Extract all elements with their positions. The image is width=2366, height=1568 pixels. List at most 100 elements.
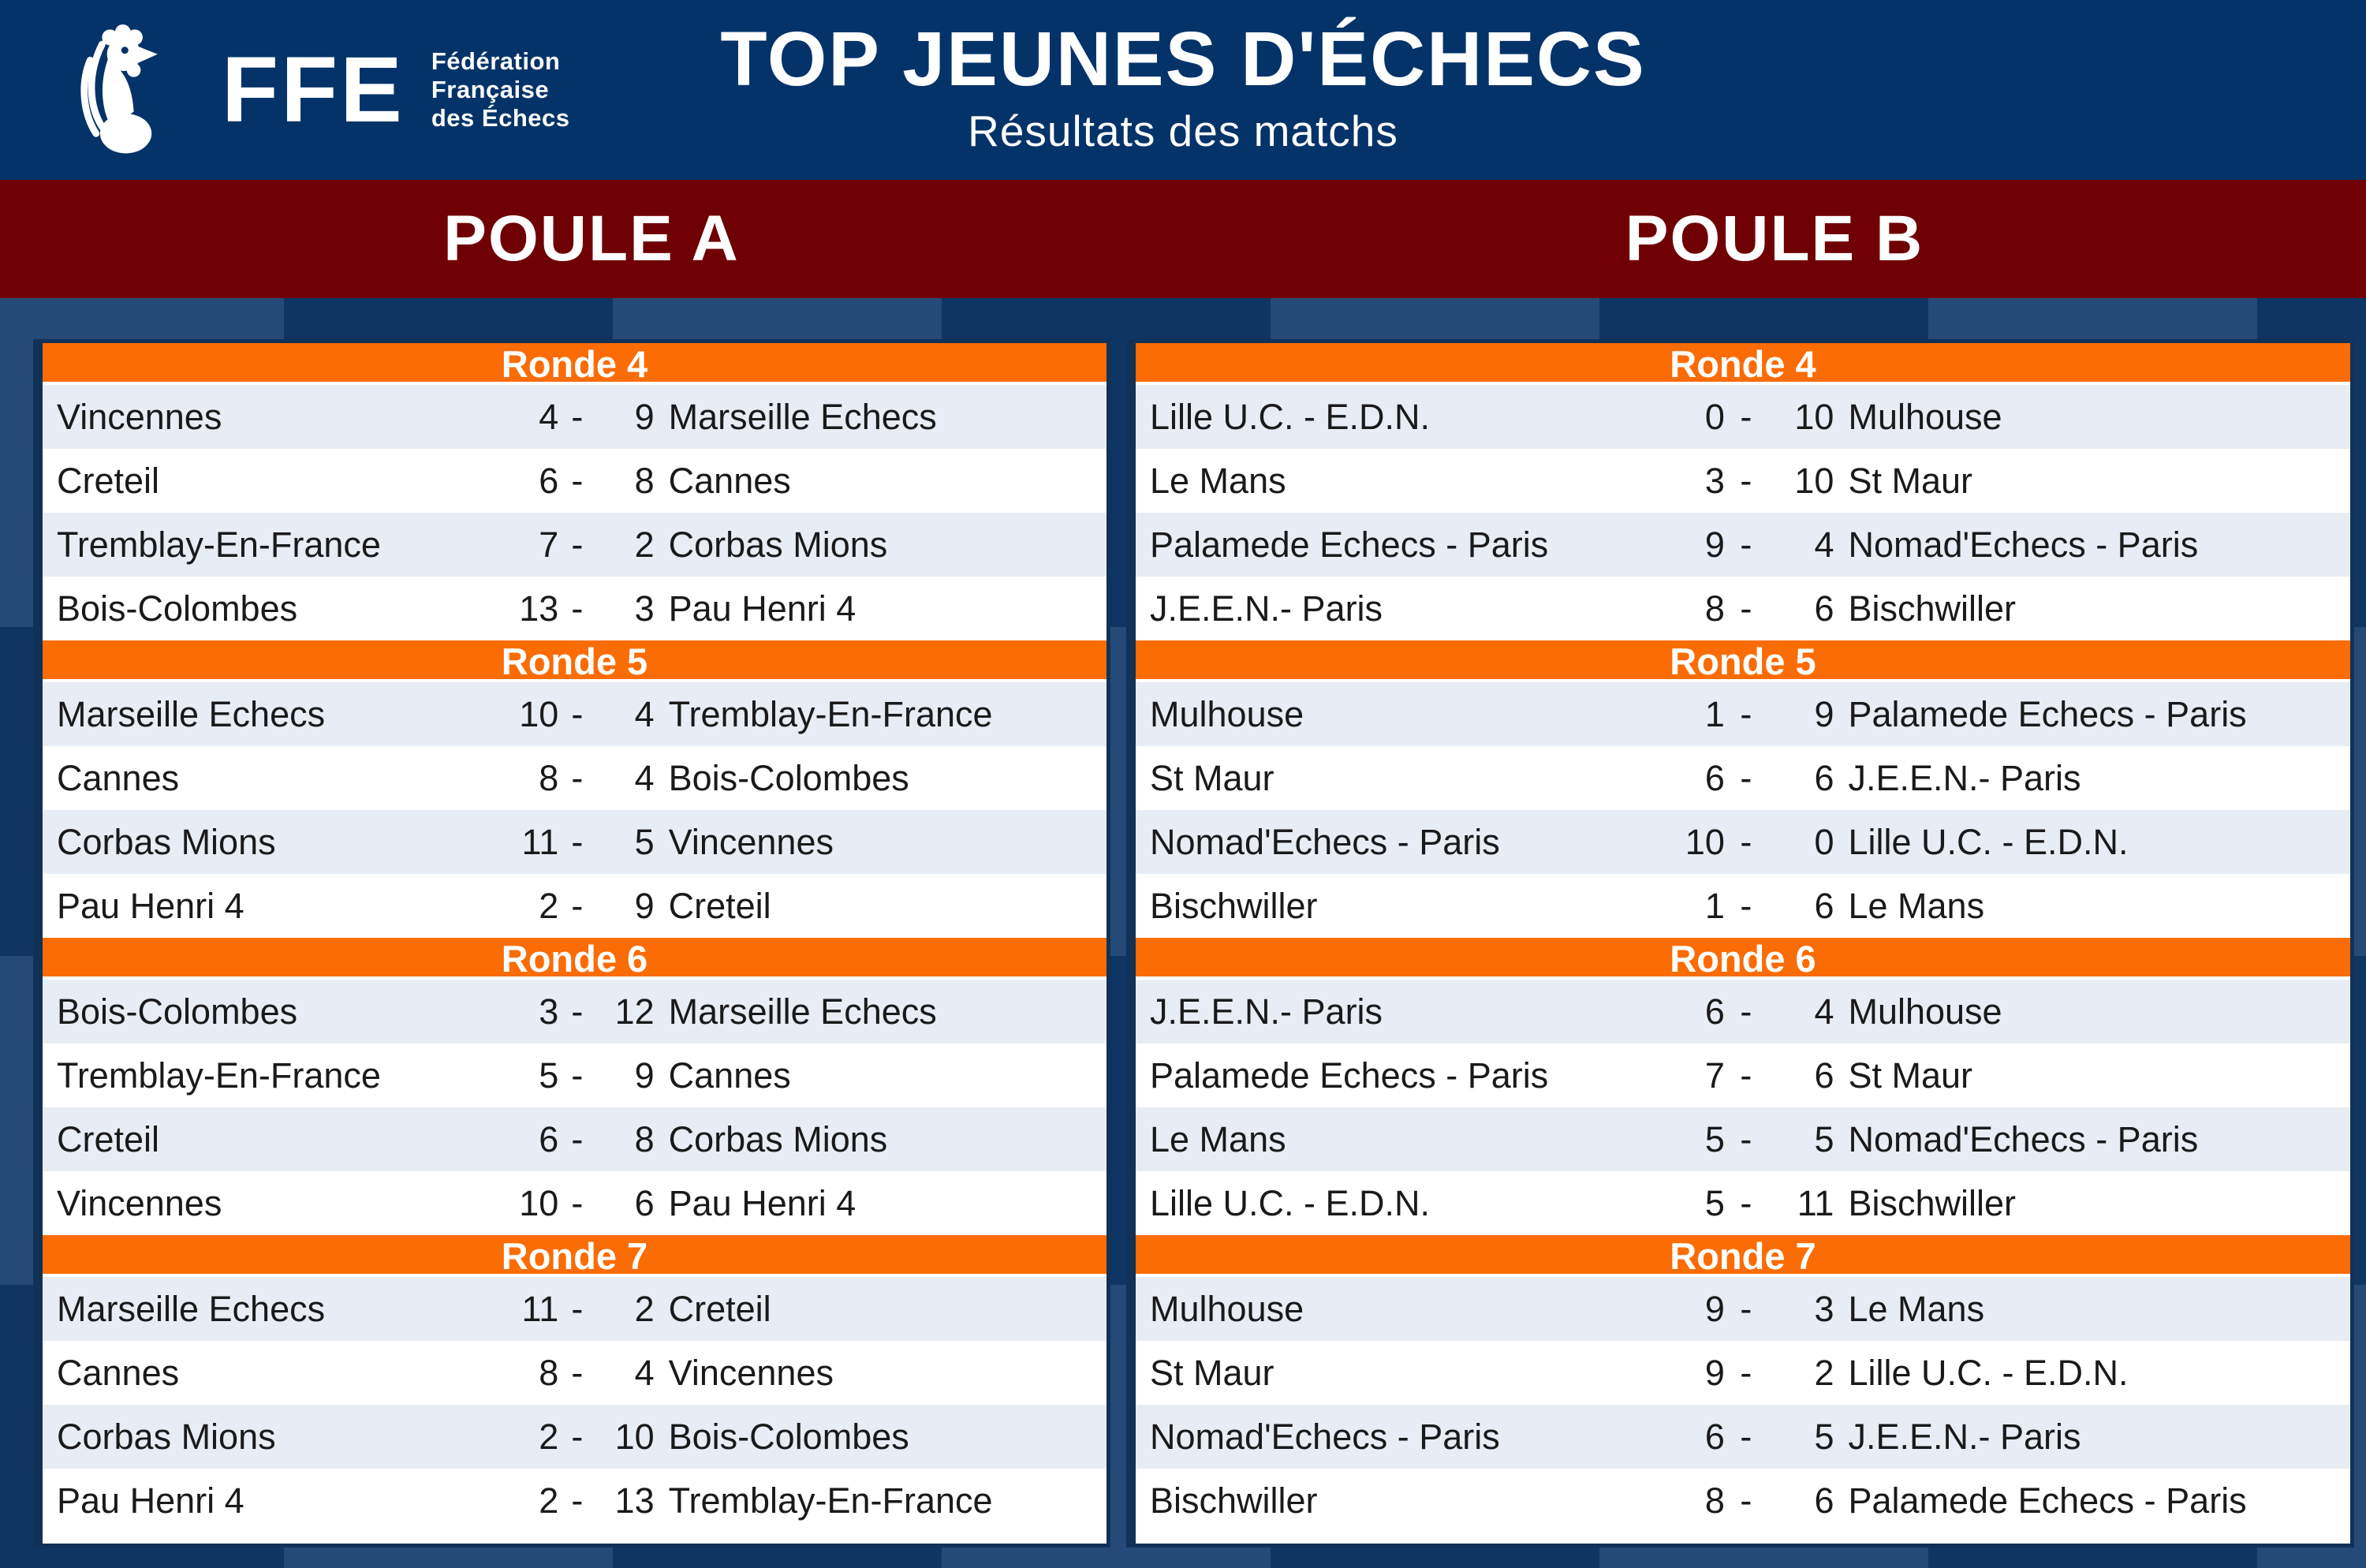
page-title: TOP JEUNES D'ÉCHECS (720, 16, 1646, 103)
round-header: Ronde 4 (43, 343, 1106, 385)
home-team: Bischwiller (1150, 1480, 1318, 1521)
home-score: 6 (1704, 1416, 1725, 1457)
home-team: Cannes (57, 1352, 180, 1393)
score-dash: - (1740, 1055, 1752, 1096)
away-team: Corbas Mions (668, 524, 888, 565)
match-row: Bois-Colombes 3 - 12 Marseille Echecs (43, 980, 1106, 1043)
match-row: Bischwiller 1 - 6 Le Mans (1136, 874, 2350, 938)
match-row: Cannes 8 - 4 Bois-Colombes (43, 746, 1106, 810)
away-score: 10 (614, 1416, 655, 1457)
match-row: Le Mans 3 - 10 St Maur (1136, 449, 2350, 513)
round-section: Ronde 7 Mulhouse 9 - 3 Le Mans St Maur 9… (1136, 1235, 2350, 1533)
org-line-3: des Échecs (431, 103, 570, 132)
match-row: Marseille Echecs 11 - 2 Creteil (43, 1277, 1106, 1341)
score-dash: - (1740, 1118, 1752, 1159)
score-dash: - (1740, 1416, 1752, 1457)
home-score: 9 (1704, 1352, 1725, 1393)
score-dash: - (571, 588, 584, 629)
away-score: 4 (634, 693, 655, 734)
header-bar: FFE Fédération Française des Échecs TOP … (0, 0, 2366, 180)
round-header: Ronde 6 (43, 938, 1106, 980)
results-tables: Ronde 4 Vincennes 4 - 9 Marseille Echecs… (0, 298, 2366, 1547)
away-score: 3 (634, 588, 655, 629)
away-team: Palamede Echecs - Paris (1848, 1480, 2247, 1521)
away-team: Marseille Echecs (668, 396, 937, 437)
round-section: Ronde 4 Vincennes 4 - 9 Marseille Echecs… (43, 343, 1106, 640)
away-team: Cannes (668, 1055, 791, 1096)
away-team: Pau Henri 4 (668, 588, 856, 629)
poule-b-label: POULE B (1625, 203, 1924, 274)
round-section: Ronde 7 Marseille Echecs 11 - 2 Creteil … (43, 1235, 1106, 1533)
home-score: 1 (1704, 693, 1725, 734)
score-dash: - (571, 1118, 584, 1159)
home-team: Lille U.C. - E.D.N. (1150, 396, 1431, 437)
away-team: Lille U.C. - E.D.N. (1848, 1352, 2129, 1393)
away-team: St Maur (1848, 460, 1973, 501)
round-section: Ronde 6 J.E.E.N.- Paris 6 - 4 Mulhouse P… (1136, 938, 2350, 1235)
away-score: 5 (1814, 1416, 1834, 1457)
home-team: Tremblay-En-France (57, 524, 381, 565)
match-row: J.E.E.N.- Paris 6 - 4 Mulhouse (1136, 980, 2350, 1043)
away-team: Bois-Colombes (668, 757, 909, 798)
away-score: 5 (634, 821, 655, 862)
away-team: Creteil (668, 1288, 771, 1329)
away-team: Vincennes (668, 821, 834, 862)
home-score: 10 (519, 1182, 559, 1223)
home-team: Bischwiller (1150, 885, 1318, 926)
home-team: Cannes (57, 757, 180, 798)
away-score: 4 (1814, 524, 1834, 565)
away-team: Palamede Echecs - Paris (1848, 693, 2247, 734)
ffe-acronym: FFE (222, 38, 405, 142)
away-score: 8 (634, 460, 655, 501)
home-team: Creteil (57, 460, 160, 501)
home-score: 5 (539, 1055, 559, 1096)
home-score: 1 (1704, 885, 1725, 926)
away-team: Bischwiller (1848, 588, 2017, 629)
match-row: Palamede Echecs - Paris 9 - 4 Nomad'Eche… (1136, 513, 2350, 577)
home-team: Bois-Colombes (57, 588, 298, 629)
away-score: 5 (1814, 1118, 1834, 1159)
away-score: 10 (1794, 396, 1834, 437)
score-dash: - (1740, 588, 1752, 629)
round-rows: Vincennes 4 - 9 Marseille Echecs Creteil… (43, 385, 1106, 640)
home-team: St Maur (1150, 1352, 1274, 1393)
away-team: Le Mans (1848, 1288, 1985, 1329)
away-score: 11 (1797, 1182, 1834, 1223)
ffe-logo: FFE Fédération Française des Échecs (49, 21, 569, 159)
rooster-icon (80, 24, 158, 154)
home-score: 7 (1704, 1055, 1725, 1096)
home-score: 10 (519, 693, 559, 734)
match-row: J.E.E.N.- Paris 8 - 6 Bischwiller (1136, 577, 2350, 640)
round-header: Ronde 6 (1136, 938, 2350, 980)
away-score: 6 (1814, 757, 1834, 798)
home-score: 0 (1704, 396, 1725, 437)
score-dash: - (571, 1182, 584, 1223)
match-row: Cannes 8 - 4 Vincennes (43, 1341, 1106, 1405)
home-team: Palamede Echecs - Paris (1150, 524, 1549, 565)
home-team: Tremblay-En-France (57, 1055, 381, 1096)
home-team: Lille U.C. - E.D.N. (1150, 1182, 1431, 1223)
score-dash: - (571, 885, 584, 926)
home-team: Nomad'Echecs - Paris (1150, 1416, 1500, 1457)
away-score: 6 (1814, 1480, 1834, 1521)
home-score: 6 (1704, 991, 1725, 1032)
match-row: St Maur 9 - 2 Lille U.C. - E.D.N. (1136, 1341, 2350, 1405)
away-team: Creteil (668, 885, 771, 926)
home-team: Palamede Echecs - Paris (1150, 1055, 1549, 1096)
away-team: Pau Henri 4 (668, 1182, 856, 1223)
home-team: Bois-Colombes (57, 991, 298, 1032)
match-row: Nomad'Echecs - Paris 6 - 5 J.E.E.N.- Par… (1136, 1405, 2350, 1469)
home-team: Pau Henri 4 (57, 1480, 244, 1521)
away-team: Le Mans (1848, 885, 1985, 926)
away-team: Marseille Echecs (668, 991, 937, 1032)
score-dash: - (571, 991, 584, 1032)
home-score: 2 (539, 1480, 559, 1521)
round-rows: Mulhouse 9 - 3 Le Mans St Maur 9 - 2 Lil… (1136, 1277, 2350, 1533)
away-team: Vincennes (668, 1352, 834, 1393)
away-score: 13 (614, 1480, 655, 1521)
match-row: Bois-Colombes 13 - 3 Pau Henri 4 (43, 577, 1106, 640)
score-dash: - (571, 1416, 584, 1457)
score-dash: - (571, 1055, 584, 1096)
away-score: 9 (634, 885, 655, 926)
score-dash: - (571, 460, 584, 501)
